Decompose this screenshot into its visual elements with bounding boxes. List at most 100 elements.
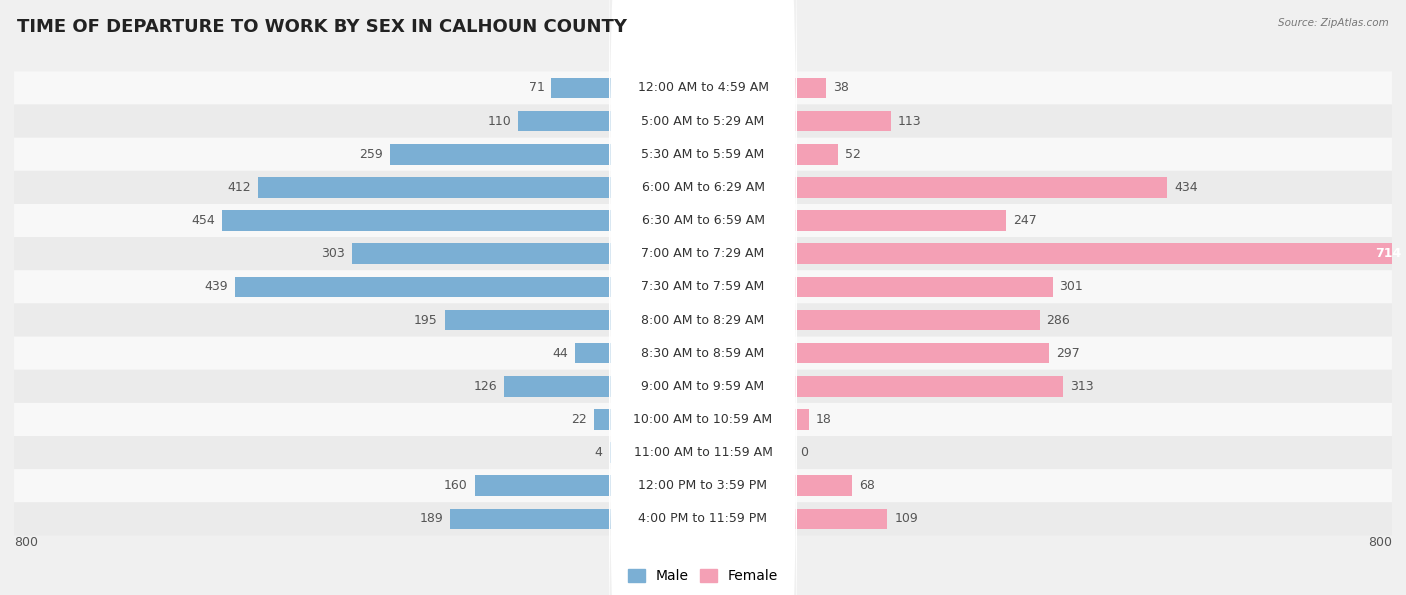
FancyBboxPatch shape <box>14 171 1392 204</box>
Bar <box>793 376 1063 397</box>
Text: 189: 189 <box>419 512 443 525</box>
FancyBboxPatch shape <box>609 198 797 575</box>
FancyBboxPatch shape <box>609 165 797 542</box>
Bar <box>593 409 613 430</box>
FancyBboxPatch shape <box>609 32 797 409</box>
Bar <box>609 442 613 463</box>
Text: 434: 434 <box>1174 181 1198 194</box>
Text: 5:00 AM to 5:29 AM: 5:00 AM to 5:29 AM <box>641 115 765 127</box>
Text: 439: 439 <box>204 280 228 293</box>
Text: 0: 0 <box>800 446 808 459</box>
Text: 8:30 AM to 8:59 AM: 8:30 AM to 8:59 AM <box>641 347 765 359</box>
Bar <box>793 343 1049 364</box>
Bar <box>793 243 1406 264</box>
FancyBboxPatch shape <box>609 231 797 595</box>
Bar <box>793 310 1039 330</box>
FancyBboxPatch shape <box>609 264 797 595</box>
Text: 6:30 AM to 6:59 AM: 6:30 AM to 6:59 AM <box>641 214 765 227</box>
FancyBboxPatch shape <box>14 469 1392 502</box>
Bar <box>793 277 1053 297</box>
FancyBboxPatch shape <box>14 270 1392 303</box>
Text: 303: 303 <box>321 248 344 260</box>
Text: 6:00 AM to 6:29 AM: 6:00 AM to 6:29 AM <box>641 181 765 194</box>
FancyBboxPatch shape <box>14 303 1392 337</box>
Bar <box>793 210 1007 231</box>
FancyBboxPatch shape <box>609 98 797 475</box>
Text: 11:00 AM to 11:59 AM: 11:00 AM to 11:59 AM <box>634 446 772 459</box>
Bar <box>551 78 613 98</box>
Text: 126: 126 <box>474 380 498 393</box>
Bar <box>793 509 887 529</box>
Text: 109: 109 <box>894 512 918 525</box>
Text: 313: 313 <box>1070 380 1094 393</box>
Bar <box>450 509 613 529</box>
Bar <box>575 343 613 364</box>
Text: 412: 412 <box>228 181 250 194</box>
Text: 9:00 AM to 9:59 AM: 9:00 AM to 9:59 AM <box>641 380 765 393</box>
FancyBboxPatch shape <box>14 137 1392 171</box>
Bar <box>389 144 613 165</box>
FancyBboxPatch shape <box>14 337 1392 369</box>
FancyBboxPatch shape <box>14 502 1392 536</box>
Text: 297: 297 <box>1056 347 1080 359</box>
FancyBboxPatch shape <box>609 65 797 442</box>
FancyBboxPatch shape <box>14 204 1392 237</box>
Text: 454: 454 <box>191 214 215 227</box>
Text: 714: 714 <box>1375 248 1402 260</box>
Text: 800: 800 <box>14 536 38 549</box>
FancyBboxPatch shape <box>14 403 1392 436</box>
FancyBboxPatch shape <box>14 71 1392 105</box>
Text: 12:00 AM to 4:59 AM: 12:00 AM to 4:59 AM <box>637 82 769 95</box>
Text: 52: 52 <box>845 148 860 161</box>
FancyBboxPatch shape <box>14 369 1392 403</box>
FancyBboxPatch shape <box>609 131 797 509</box>
FancyBboxPatch shape <box>609 0 797 277</box>
Text: 110: 110 <box>488 115 510 127</box>
Text: 5:30 AM to 5:59 AM: 5:30 AM to 5:59 AM <box>641 148 765 161</box>
FancyBboxPatch shape <box>609 297 797 595</box>
Text: 4:00 PM to 11:59 PM: 4:00 PM to 11:59 PM <box>638 512 768 525</box>
Text: 259: 259 <box>359 148 382 161</box>
Text: 38: 38 <box>832 82 849 95</box>
Text: 12:00 PM to 3:59 PM: 12:00 PM to 3:59 PM <box>638 480 768 492</box>
Bar <box>793 475 852 496</box>
Text: 18: 18 <box>815 413 832 426</box>
Text: 113: 113 <box>897 115 921 127</box>
Text: 7:30 AM to 7:59 AM: 7:30 AM to 7:59 AM <box>641 280 765 293</box>
Text: 286: 286 <box>1046 314 1070 327</box>
FancyBboxPatch shape <box>609 0 797 310</box>
Text: 71: 71 <box>529 82 544 95</box>
Bar <box>475 475 613 496</box>
Bar <box>352 243 613 264</box>
Bar <box>235 277 613 297</box>
Text: 44: 44 <box>553 347 568 359</box>
Bar <box>505 376 613 397</box>
Bar <box>793 78 827 98</box>
FancyBboxPatch shape <box>609 0 797 343</box>
Text: 160: 160 <box>444 480 468 492</box>
Bar <box>793 111 891 131</box>
FancyBboxPatch shape <box>14 105 1392 137</box>
FancyBboxPatch shape <box>609 330 797 595</box>
Text: 7:00 AM to 7:29 AM: 7:00 AM to 7:29 AM <box>641 248 765 260</box>
Text: 4: 4 <box>595 446 602 459</box>
Text: TIME OF DEPARTURE TO WORK BY SEX IN CALHOUN COUNTY: TIME OF DEPARTURE TO WORK BY SEX IN CALH… <box>17 18 627 36</box>
Bar <box>257 177 613 198</box>
FancyBboxPatch shape <box>14 436 1392 469</box>
Text: 800: 800 <box>1368 536 1392 549</box>
Text: 247: 247 <box>1012 214 1036 227</box>
Text: 22: 22 <box>571 413 586 426</box>
Text: 195: 195 <box>413 314 437 327</box>
FancyBboxPatch shape <box>14 237 1392 270</box>
Legend: Male, Female: Male, Female <box>623 564 783 589</box>
Bar <box>793 144 838 165</box>
Bar <box>517 111 613 131</box>
Text: 68: 68 <box>859 480 875 492</box>
Bar <box>793 177 1167 198</box>
Bar <box>793 409 808 430</box>
FancyBboxPatch shape <box>609 0 797 376</box>
Bar <box>222 210 613 231</box>
Text: Source: ZipAtlas.com: Source: ZipAtlas.com <box>1278 18 1389 28</box>
Text: 301: 301 <box>1060 280 1083 293</box>
Text: 10:00 AM to 10:59 AM: 10:00 AM to 10:59 AM <box>634 413 772 426</box>
